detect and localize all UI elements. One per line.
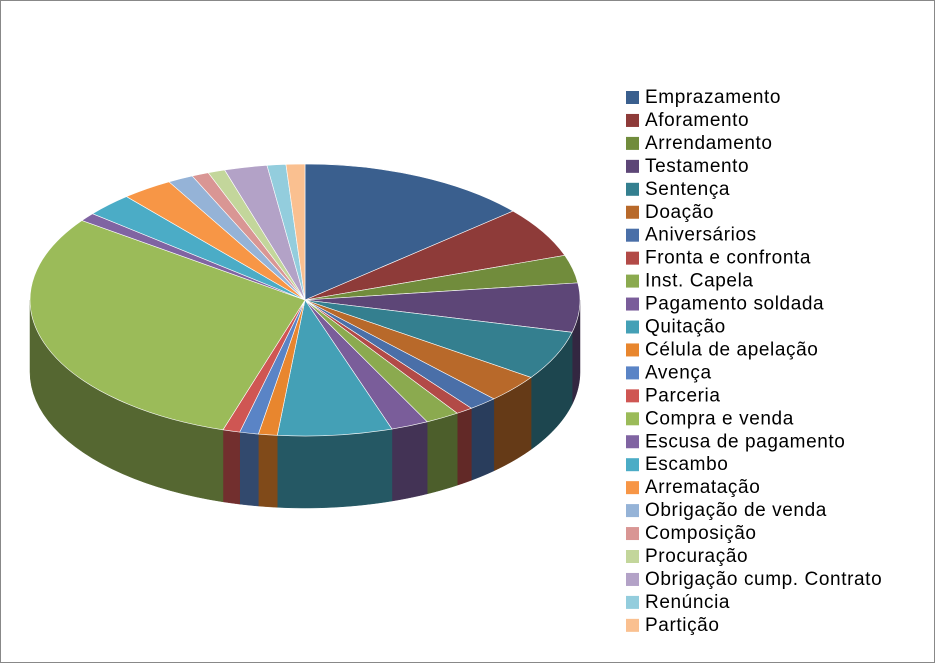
legend-swatch — [626, 618, 639, 632]
pie-slice-side — [239, 431, 259, 507]
legend-label: Testamento — [645, 156, 749, 177]
legend-label: Pagamento soldada — [645, 294, 824, 315]
legend-label: Avença — [645, 362, 712, 383]
legend-swatch — [626, 320, 639, 334]
legend-swatch — [626, 136, 639, 150]
legend-label: Renúncia — [645, 592, 730, 613]
pie-slice-side — [471, 398, 495, 481]
legend-swatch — [626, 527, 639, 541]
legend-label: Sentença — [645, 179, 730, 200]
legend-label: Arrematação — [645, 477, 760, 498]
legend-swatch — [626, 504, 639, 518]
legend-label: Escusa de pagamento — [645, 431, 845, 452]
legend: EmprazamentoAforamentoArrendamentoTestam… — [626, 87, 882, 636]
legend-label: Arrendamento — [645, 133, 773, 154]
legend-swatch — [626, 458, 639, 472]
legend-swatch — [626, 412, 639, 426]
legend-swatch — [626, 389, 639, 403]
legend-label: Parceria — [645, 385, 721, 406]
legend-label: Partição — [645, 615, 720, 636]
legend-swatch — [626, 435, 639, 449]
legend-label: Quitação — [645, 317, 726, 338]
legend-swatch — [626, 366, 639, 380]
legend-swatch — [626, 113, 639, 127]
legend-label: Obrigação de venda — [645, 500, 827, 521]
pie-slice-side — [456, 407, 472, 486]
pie-slice-side — [277, 428, 393, 509]
legend-label: Composição — [645, 523, 757, 544]
legend-swatch — [626, 550, 639, 563]
pie-slice — [304, 163, 514, 301]
legend-label: Escambo — [645, 454, 728, 475]
legend-label: Inst. Capela — [645, 271, 754, 292]
pie-sides — [29, 299, 581, 509]
legend-swatch — [626, 595, 639, 609]
legend-swatch — [626, 159, 639, 173]
legend-swatch — [626, 572, 639, 586]
legend-label: Obrigação cump. Contrato — [645, 569, 882, 590]
legend-label: Compra e venda — [645, 408, 794, 429]
legend-swatch — [626, 91, 639, 104]
legend-swatch — [626, 228, 639, 242]
pie-slice — [29, 220, 306, 431]
legend-label: Aniversários — [645, 225, 757, 246]
pie-slice-side — [426, 412, 458, 495]
legend-label: Emprazamento — [645, 87, 781, 108]
legend-swatch — [626, 343, 639, 357]
pie-slice-side — [222, 429, 240, 505]
pie-slice-side — [258, 433, 278, 508]
pie-slice — [276, 299, 393, 437]
legend-swatch — [626, 481, 639, 495]
pie-slice — [285, 163, 306, 301]
legend-label: Célula de apelação — [645, 339, 818, 360]
legend-swatch — [626, 297, 639, 311]
legend-swatch — [626, 251, 639, 265]
legend-swatch — [626, 182, 639, 196]
legend-swatch — [626, 274, 639, 288]
legend-label: Aforamento — [645, 110, 749, 131]
legend-label: Procuração — [645, 546, 748, 567]
pie-tops — [29, 163, 581, 437]
legend-label: Fronta e confronta — [645, 248, 811, 269]
legend-label: Doação — [645, 202, 714, 223]
legend-swatch — [626, 205, 639, 219]
pie-slice-side — [391, 421, 428, 502]
